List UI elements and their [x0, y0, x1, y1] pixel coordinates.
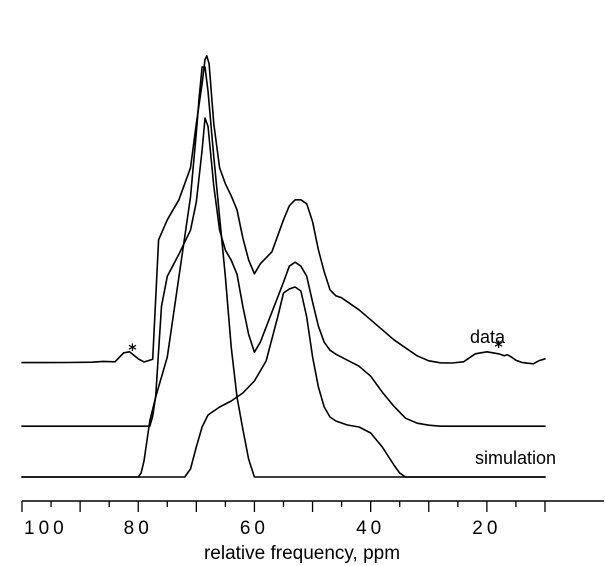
x-tick-label: 60 — [240, 518, 269, 539]
spinning-sideband-marker-right: * — [494, 337, 503, 356]
x-tick-label: 20 — [472, 518, 501, 539]
simulation-component-trace-2 — [22, 287, 545, 477]
x-axis-title: relative frequency, ppm — [204, 543, 400, 564]
spectrum-traces — [22, 56, 545, 477]
simulation-label: simulation — [475, 448, 556, 468]
data-trace — [22, 56, 545, 364]
x-axis-tick-labels: 100 80 60 40 20 — [24, 518, 501, 539]
spinning-sideband-marker-left: * — [128, 340, 137, 359]
intermediate-trace — [22, 118, 545, 426]
x-tick-label: 40 — [356, 518, 385, 539]
simulation-component-trace-1 — [22, 67, 545, 477]
x-tick-label: 100 — [24, 518, 68, 539]
x-tick-label: 80 — [124, 518, 153, 539]
x-axis-ticks — [22, 501, 545, 512]
